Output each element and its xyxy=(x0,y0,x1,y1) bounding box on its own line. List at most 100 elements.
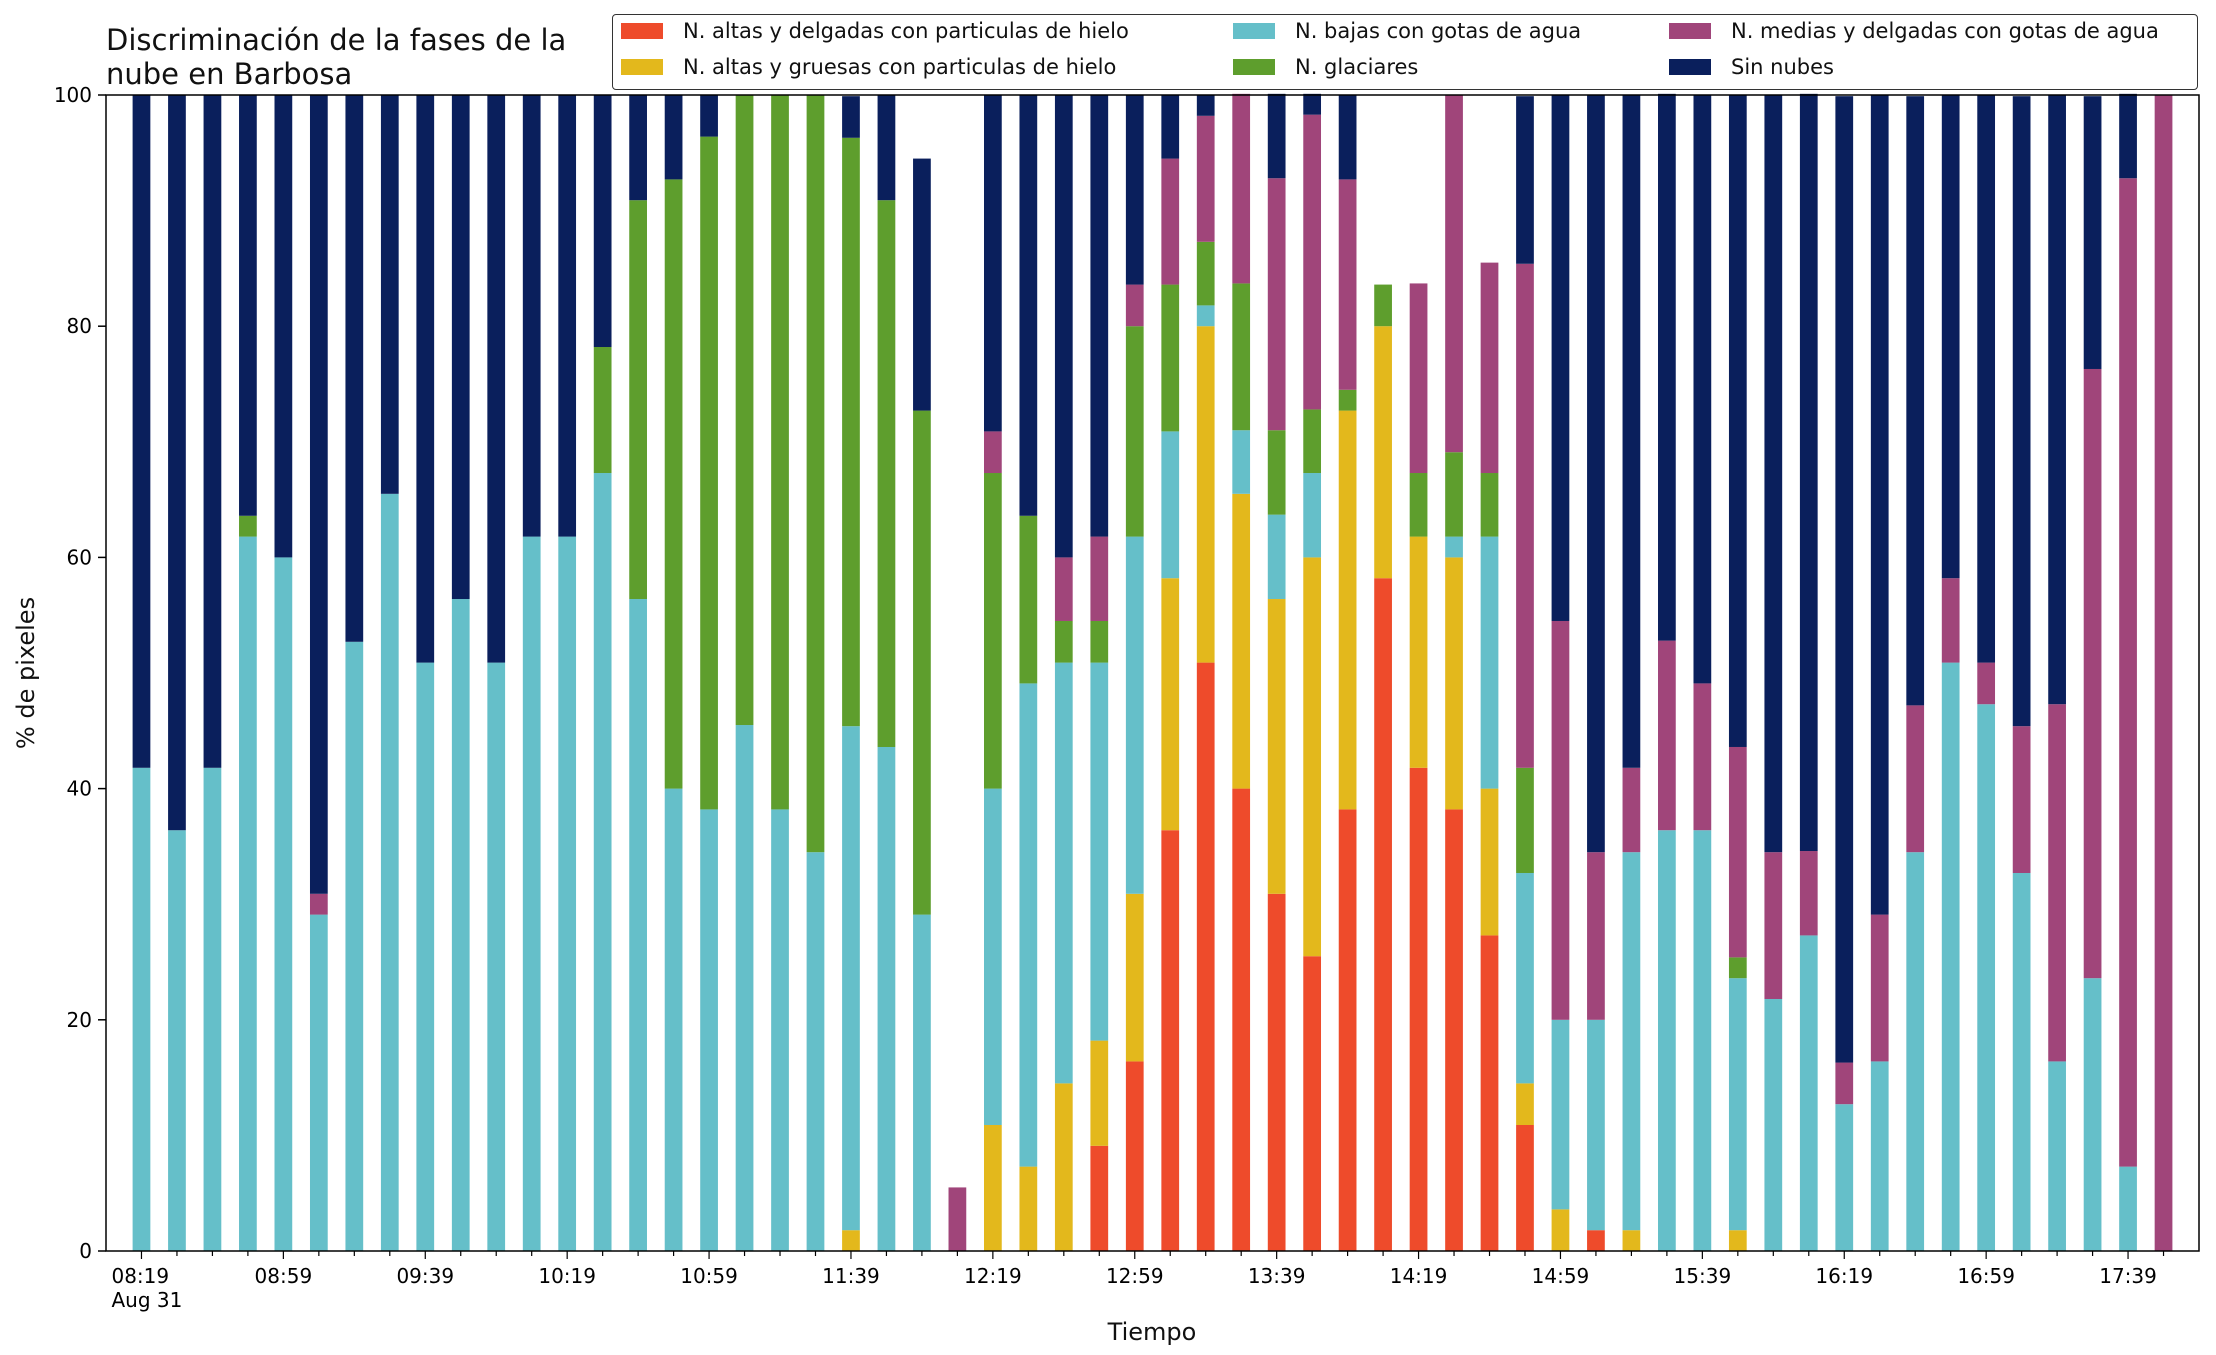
bar-segment xyxy=(629,599,647,1251)
y-tick-label: 100 xyxy=(54,83,92,107)
bar-segment xyxy=(664,179,683,789)
bar-segment xyxy=(1764,95,1783,853)
bar-segment xyxy=(629,95,647,201)
bar-segment xyxy=(1303,473,1322,558)
bar-segment xyxy=(1480,788,1499,936)
bar-segment xyxy=(1232,93,1251,284)
bar-segment xyxy=(2083,368,2102,979)
bar-segment xyxy=(1409,536,1428,768)
bar-segment xyxy=(1267,514,1286,600)
bar-segment xyxy=(416,95,435,663)
bar-segment xyxy=(380,493,399,1251)
x-tick-label: 12:59 xyxy=(1106,1264,1164,1288)
legend-item: N. bajas con gotas de agua xyxy=(1233,19,1581,43)
y-tick-label: 60 xyxy=(67,545,92,569)
bar-segment xyxy=(1338,410,1357,810)
bar-segment xyxy=(203,767,222,1251)
bar-segment xyxy=(735,725,754,1251)
bar-segment xyxy=(1232,283,1251,431)
y-tick-label: 80 xyxy=(67,314,92,338)
bar-segment xyxy=(487,662,506,1251)
bar-segment xyxy=(1267,893,1286,1251)
bar-segment xyxy=(309,893,328,915)
chart-title-line: nube en Barbosa xyxy=(106,57,352,91)
x-tick-label: 14:19 xyxy=(1390,1264,1448,1288)
bar-segment xyxy=(1658,93,1676,641)
bar-segment xyxy=(1906,705,1925,853)
bar-segment xyxy=(1196,662,1215,1251)
bar-segment xyxy=(1658,640,1676,831)
bar-segment xyxy=(1054,1083,1073,1251)
legend-swatch xyxy=(621,59,663,75)
bar-segment xyxy=(416,662,435,1251)
bar-segment xyxy=(1409,473,1428,537)
bar-segment xyxy=(558,95,577,537)
bar-segment xyxy=(948,1187,967,1251)
bar-segment xyxy=(984,431,1002,474)
x-tick-label-line: Aug 31 xyxy=(111,1288,182,1312)
bar-segment xyxy=(1338,95,1357,180)
bar-segment xyxy=(984,788,1002,1125)
bar-segment xyxy=(1303,956,1322,1251)
bar-segment xyxy=(842,96,860,138)
bar-segment xyxy=(1799,93,1818,852)
bar-segment xyxy=(1125,893,1144,1062)
bar-segment xyxy=(132,95,151,768)
bar-segment xyxy=(1232,493,1251,789)
bar-segment xyxy=(629,200,647,600)
bar-segment xyxy=(1516,1125,1534,1251)
bar-segment xyxy=(1303,557,1322,957)
bar-segment xyxy=(913,410,931,915)
bar-segment xyxy=(1516,1083,1534,1125)
bar-segment xyxy=(2048,1061,2066,1251)
x-tick-label: 12:19 xyxy=(964,1264,1022,1288)
bar-segment xyxy=(593,95,612,348)
bar-segment xyxy=(239,95,257,516)
bar-segment xyxy=(1693,95,1712,684)
legend-item: N. altas y delgadas con particulas de hi… xyxy=(621,19,1129,43)
x-tick-label: 16:19 xyxy=(1815,1264,1873,1288)
bar-segment xyxy=(1090,1145,1109,1251)
bar-segment xyxy=(1303,93,1322,115)
bar-segment xyxy=(1728,978,1747,1231)
bar-segment xyxy=(1870,1061,1889,1251)
bar-segment xyxy=(1516,872,1534,1084)
bar-segment xyxy=(1516,767,1534,873)
plot-frame xyxy=(105,94,2200,1252)
bar-segment xyxy=(1693,683,1712,831)
x-tick-label: 08:59 xyxy=(255,1264,313,1288)
bar-segment xyxy=(1161,830,1180,1251)
x-tick-label: 10:59 xyxy=(680,1264,738,1288)
bar-segment xyxy=(1267,93,1286,179)
bar-segment xyxy=(1977,662,1996,705)
bar-segment xyxy=(664,95,683,180)
bar-segment xyxy=(1587,852,1605,1020)
bar-segment xyxy=(1764,852,1783,999)
y-tick-label: 20 xyxy=(67,1008,92,1032)
bar-segment xyxy=(700,809,718,1251)
bar-segment xyxy=(806,852,825,1251)
bar-segment xyxy=(1054,620,1073,663)
bar-segment xyxy=(2048,704,2066,1062)
y-tick-label: 40 xyxy=(67,777,92,801)
bar-segment xyxy=(1196,305,1215,327)
bar-segment xyxy=(1622,852,1641,1231)
x-tick-label: 14:59 xyxy=(1532,1264,1590,1288)
bar-segment xyxy=(1693,830,1712,1251)
bar-segment xyxy=(1090,95,1109,537)
bar-segment xyxy=(2012,726,2031,873)
bar-segment xyxy=(1267,599,1286,894)
bar-segment xyxy=(239,536,257,1251)
bar-segment xyxy=(522,95,541,537)
bar-segment xyxy=(1161,158,1180,285)
x-tick-label-line: 08:19 xyxy=(111,1264,169,1288)
bar-segment xyxy=(1445,452,1463,537)
legend-label: N. altas y gruesas con particulas de hie… xyxy=(683,55,1117,79)
bar-segment xyxy=(1374,326,1392,579)
bar-segment xyxy=(1196,115,1215,242)
bar-segment xyxy=(309,914,328,1251)
bar-segment xyxy=(2012,872,2031,1251)
bar-segment xyxy=(735,95,754,726)
bar-segment xyxy=(984,95,1002,432)
bar-segment xyxy=(168,95,186,831)
